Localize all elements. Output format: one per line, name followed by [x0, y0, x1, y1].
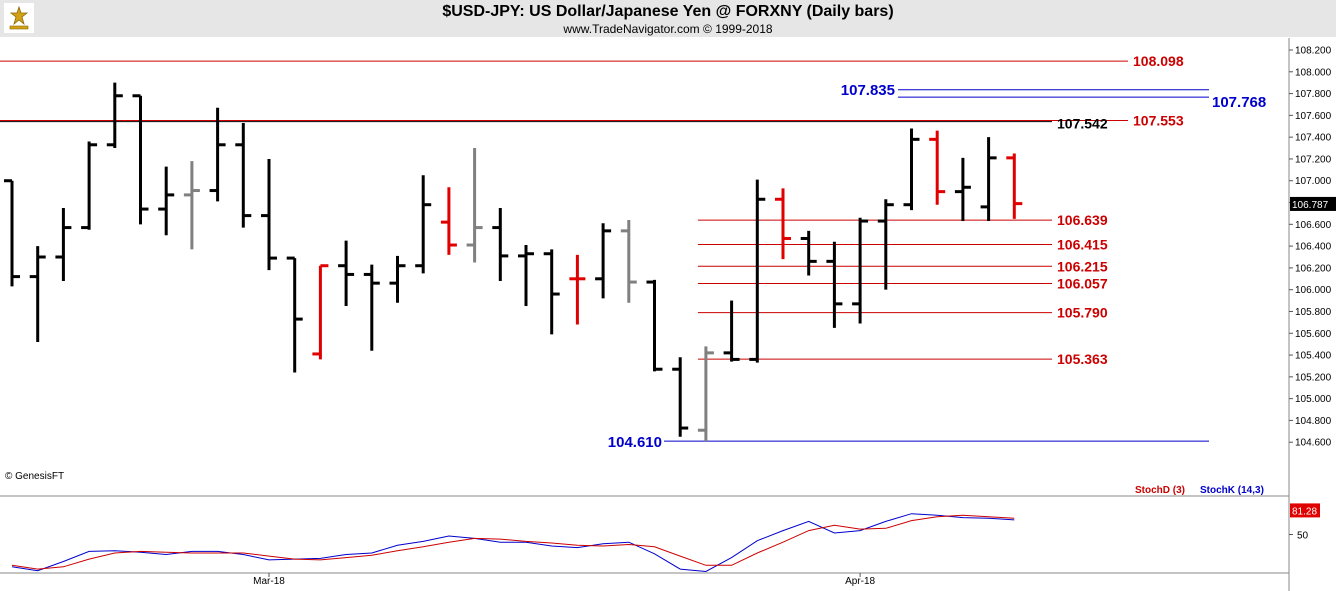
ohlc-bar [1006, 153, 1023, 219]
stoch-line [11, 513, 1015, 573]
ohlc-bar [697, 346, 714, 442]
level-label: 105.790 [1057, 305, 1108, 321]
ohlc-bar [209, 107, 226, 202]
price-panel [0, 38, 1289, 489]
ohlc-bar [954, 157, 971, 222]
ohlc-bar [389, 255, 406, 303]
stoch-legend-item: StochD (3) [1135, 485, 1185, 496]
y-tick-label: 108.000 [1295, 67, 1332, 78]
y-tick-label: 107.200 [1295, 154, 1332, 165]
ohlc-bar [466, 148, 483, 263]
ohlc-bar [775, 188, 791, 260]
ohlc-bar [183, 161, 200, 250]
y-tick-label: 104.800 [1295, 416, 1332, 427]
stochastic-panel: 50 81.28 StochD (3) StochK (14,3) [11, 485, 1320, 573]
last-price-label: 106.787 [1292, 200, 1329, 211]
stoch-y-tick-label: 50 [1297, 531, 1309, 542]
y-tick-label: 107.600 [1295, 111, 1332, 122]
y-tick-label: 106.400 [1295, 242, 1332, 253]
ohlc-bar [646, 279, 663, 372]
ohlc-bar [569, 254, 586, 325]
level-label: 104.610 [608, 434, 662, 451]
ohlc-bar [980, 137, 997, 222]
last-price-box [1290, 196, 1336, 211]
y-tick-label: 108.200 [1295, 46, 1332, 57]
ohlc-bar [595, 223, 612, 299]
ohlc-bar [620, 219, 637, 303]
chart-subtitle: www.TradeNavigator.com © 1999-2018 [563, 22, 773, 36]
ohlc-bar [672, 357, 689, 437]
ohlc-bar [4, 179, 20, 287]
level-label: 106.215 [1057, 258, 1108, 274]
level-label: 107.542 [1057, 116, 1108, 132]
genesis-watermark: © GenesisFT [5, 471, 64, 482]
price-bars [4, 82, 1023, 442]
ohlc-bar [158, 166, 175, 236]
stoch-last-box [1290, 503, 1320, 518]
x-tick-label: Mar-18 [253, 576, 285, 587]
ohlc-bar [492, 207, 509, 281]
y-tick-label: 105.600 [1295, 329, 1332, 340]
y-tick-label: 104.600 [1295, 438, 1332, 449]
ohlc-bar [81, 141, 98, 230]
ohlc-bar [132, 94, 149, 225]
y-tick-label: 106.000 [1295, 285, 1332, 296]
stoch-legend-item: StochK (14,3) [1200, 485, 1264, 496]
ohlc-bar [286, 256, 303, 373]
ohlc-bar [929, 130, 946, 205]
ohlc-bar [312, 264, 329, 360]
y-tick-label: 105.000 [1295, 394, 1332, 405]
ohlc-bar [749, 179, 766, 363]
y-tick-label: 107.000 [1295, 176, 1332, 187]
y-tick-label: 106.200 [1295, 263, 1332, 274]
ohlc-bar [363, 264, 380, 351]
ohlc-bar [261, 158, 277, 271]
ohlc-bar [877, 199, 894, 290]
ohlc-bar [55, 207, 72, 281]
level-label: 107.768 [1212, 94, 1266, 111]
chart-header [0, 0, 1336, 37]
y-tick-label: 105.800 [1295, 307, 1332, 318]
level-label: 107.553 [1133, 112, 1184, 128]
ohlc-bar [415, 175, 432, 274]
price-levels: 108.098 107.835 107.768 107.553 107.542 106.6… [0, 53, 1266, 451]
level-label: 105.363 [1057, 351, 1108, 367]
y-tick-label: 106.600 [1295, 220, 1332, 231]
ohlc-bar [826, 241, 843, 328]
ohlc-bar [723, 300, 740, 362]
stoch-line [11, 514, 1015, 570]
ohlc-bar [518, 245, 534, 307]
level-label: 107.835 [841, 82, 895, 99]
level-label: 106.415 [1057, 236, 1108, 252]
ohlc-bar [543, 249, 560, 335]
ohlc-bar [338, 240, 355, 307]
grid-layer [0, 38, 1290, 591]
ohlc-bar [800, 230, 817, 276]
chart-title: $USD-JPY: US Dollar/Japanese Yen @ FORXN… [442, 3, 894, 20]
ohlc-bar [235, 122, 252, 228]
ohlc-bar [106, 82, 123, 149]
ohlc-bar [903, 128, 920, 211]
level-label: 106.639 [1057, 212, 1108, 228]
x-tick-label: Apr-18 [845, 576, 875, 587]
stoch-last-label: 81.28 [1292, 506, 1317, 517]
price-axis: 108.200 108.000 107.800 107.600 107.400 107.2… [253, 46, 1336, 587]
y-tick-label: 107.400 [1295, 133, 1332, 144]
y-tick-label: 105.400 [1295, 351, 1332, 362]
trade-navigator-logo [4, 3, 34, 33]
y-tick-label: 105.200 [1295, 372, 1332, 383]
y-tick-label: 107.800 [1295, 89, 1332, 100]
ohlc-bar [29, 246, 46, 342]
ohlc-bar [440, 187, 457, 255]
level-label: 108.098 [1133, 53, 1184, 69]
ohlc-bar [852, 217, 869, 324]
level-label: 106.057 [1057, 275, 1108, 291]
